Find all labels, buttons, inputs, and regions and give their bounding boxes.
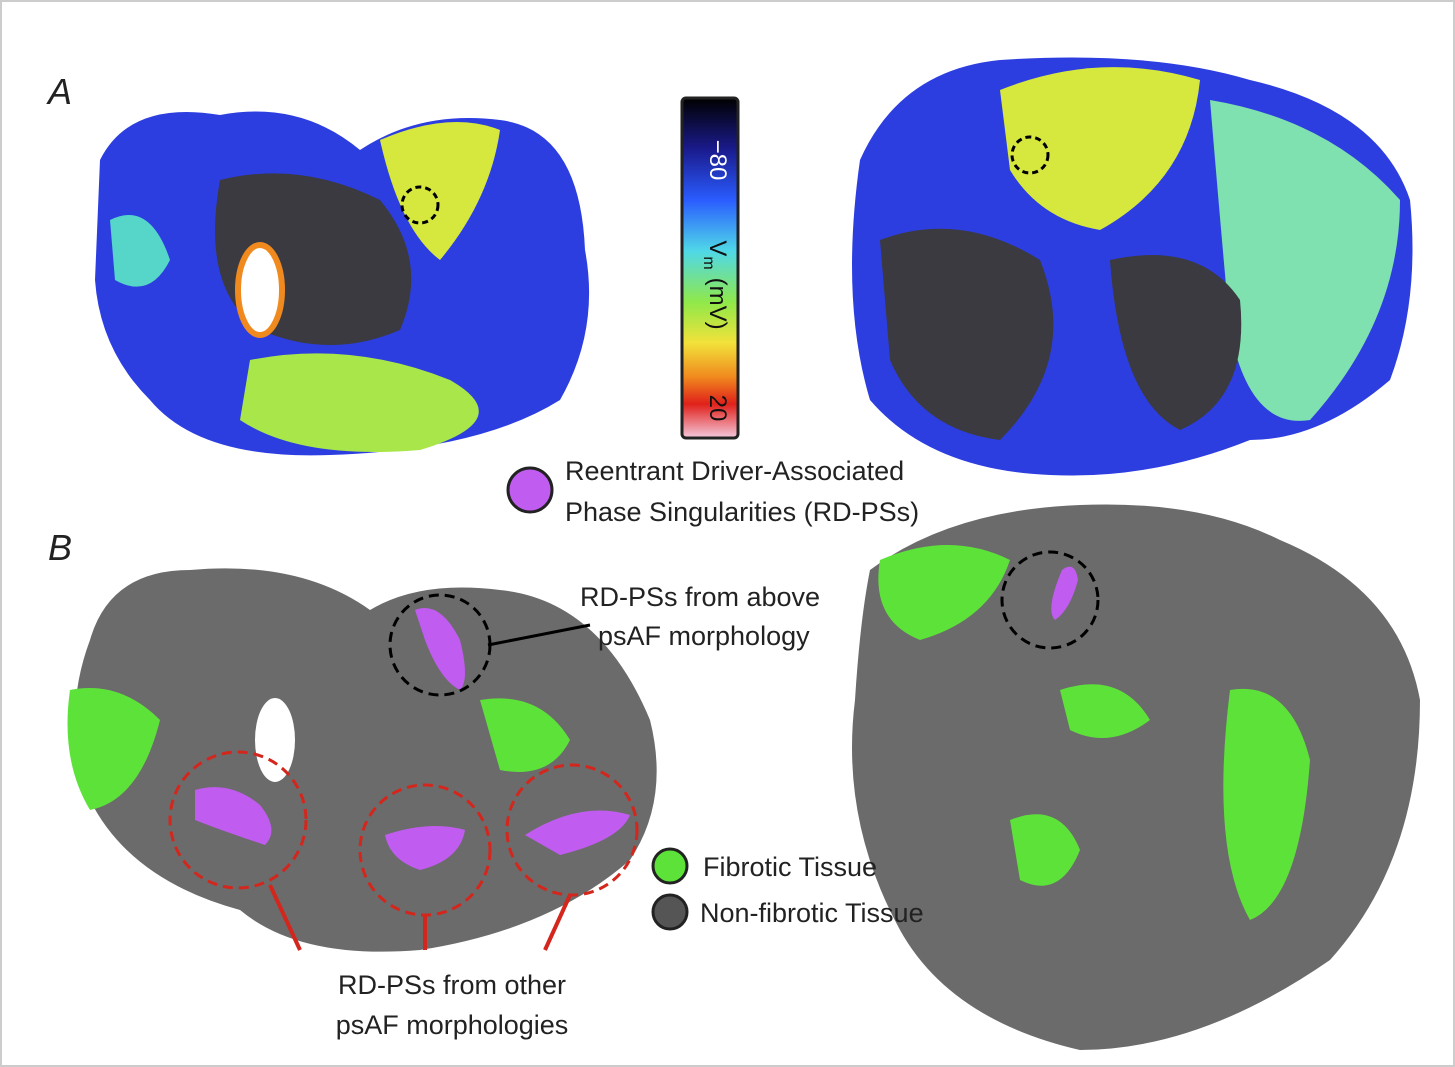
heart-opening: [255, 698, 295, 782]
panel-label: B: [48, 527, 72, 568]
colorbar-label-unit: (mV): [704, 278, 731, 330]
colorbar-label-main: V: [704, 240, 731, 256]
colorbar-label: Vm (mV): [700, 240, 731, 329]
heart-opening: [238, 245, 282, 335]
legend-text: Reentrant Driver-Associated: [565, 456, 904, 486]
legend-swatch: [653, 849, 687, 883]
legend-swatch: [653, 895, 687, 929]
legend-text: Fibrotic Tissue: [703, 852, 877, 882]
figure: −80 Vm (mV) 20 Reentrant Driver-Associate…: [0, 0, 1455, 1067]
legend-swatch: [508, 468, 552, 512]
annotation-text: psAF morphology: [598, 621, 810, 651]
colorbar-top-label: −80: [704, 140, 731, 181]
annotation-text: RD-PSs from above: [580, 582, 820, 612]
colorbar-label-sub: m: [700, 256, 717, 269]
legend-text: Phase Singularities (RD-PSs): [565, 497, 919, 527]
legend-text: Non-fibrotic Tissue: [700, 898, 924, 928]
colorbar-bottom-label: 20: [704, 395, 731, 422]
panel-label: A: [46, 71, 72, 112]
annotation-text: psAF morphologies: [336, 1010, 569, 1040]
annotation-text: RD-PSs from other: [338, 970, 566, 1000]
